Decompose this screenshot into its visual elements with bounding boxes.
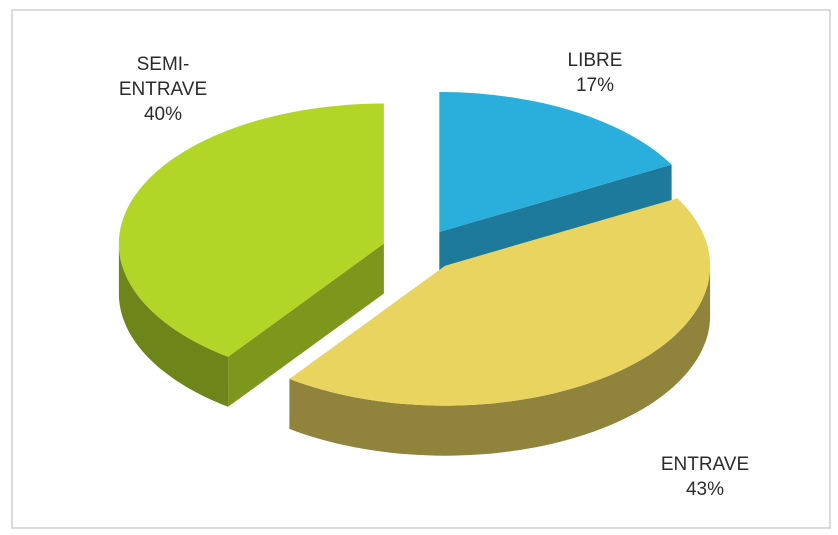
slice-top <box>289 198 711 406</box>
category-label: SEMI-ENTRAVE <box>118 54 208 100</box>
category-label: LIBRE <box>567 50 623 71</box>
slice-label: SEMI-ENTRAVE 40% <box>118 52 208 127</box>
pie-slice <box>289 198 711 456</box>
value-label: 40% <box>143 104 183 125</box>
slice-side <box>289 265 711 456</box>
slice-side <box>118 243 229 407</box>
slice-cut-face <box>228 243 384 407</box>
slice-top <box>439 92 672 232</box>
pie-slice <box>118 103 384 407</box>
value-label: 43% <box>685 479 725 500</box>
slice-top <box>118 103 384 357</box>
slice-label: LIBRE 17% <box>540 48 650 98</box>
slice-label: ENTRAVE 43% <box>640 452 770 502</box>
value-label: 17% <box>575 75 615 96</box>
category-label: ENTRAVE <box>660 454 750 475</box>
